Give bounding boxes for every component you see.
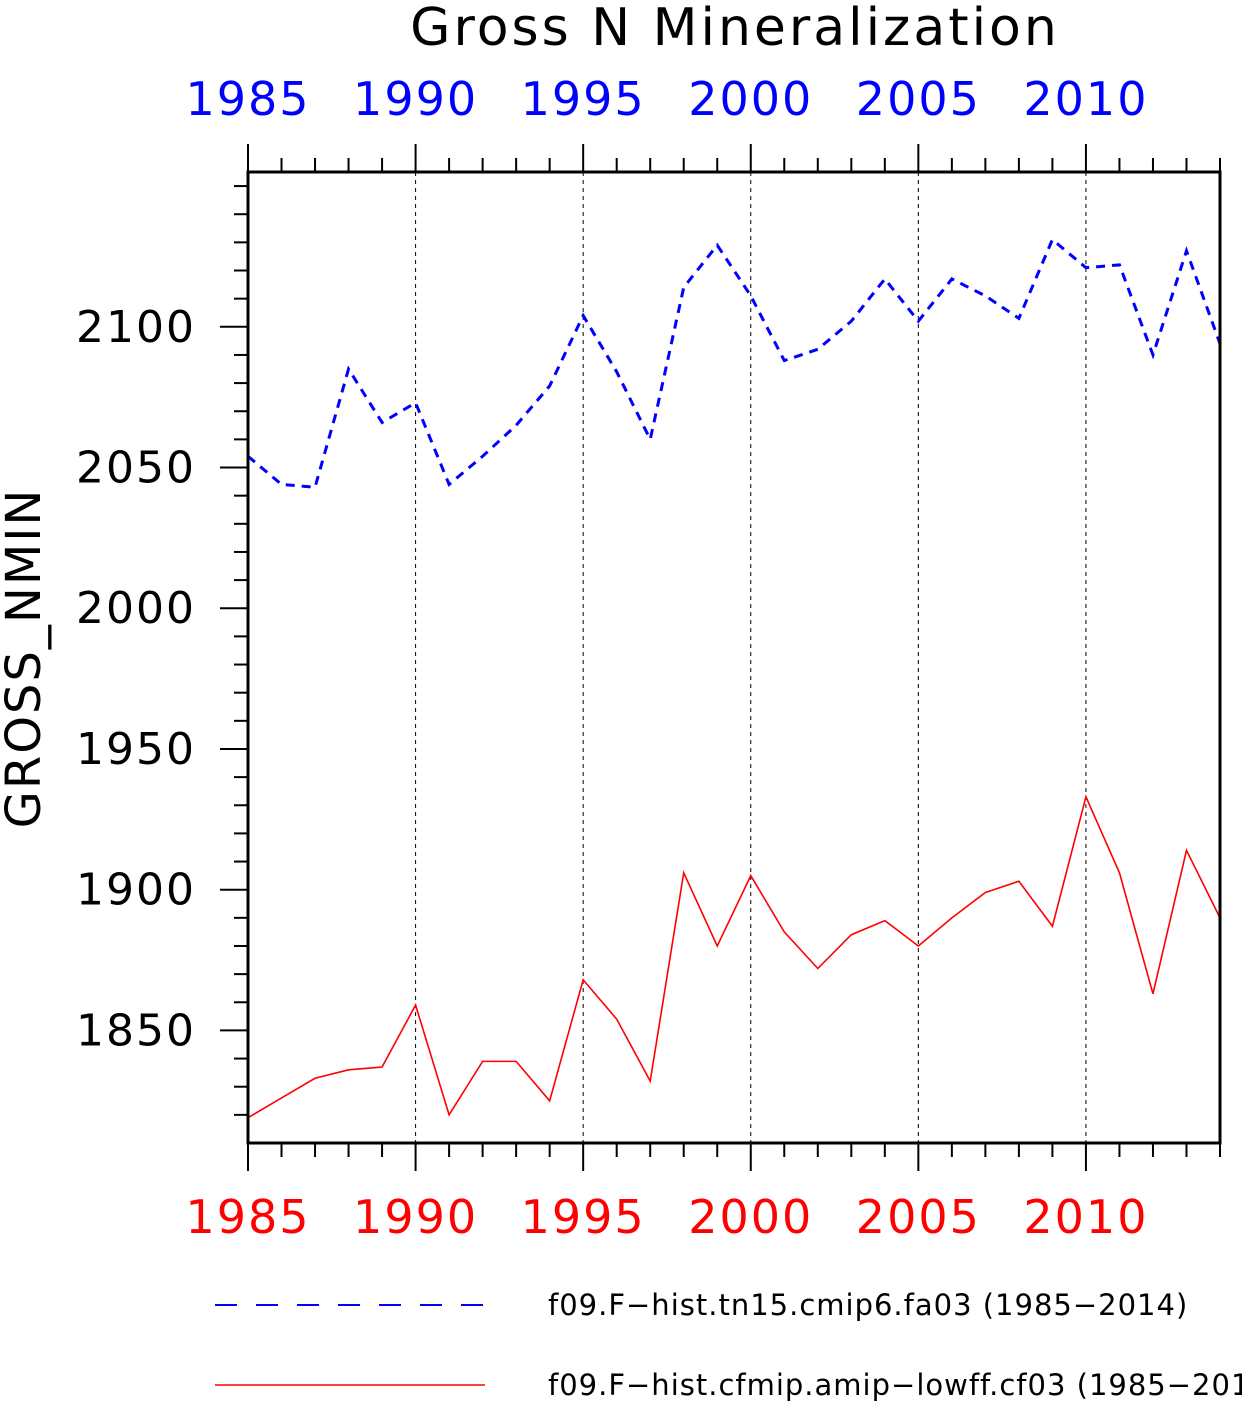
- bottom-x-tick-label: 1985: [185, 1190, 310, 1244]
- y-tick-label: 2000: [76, 583, 196, 634]
- series-0-point: [549, 385, 551, 387]
- y-tick-label: 1900: [76, 865, 196, 916]
- top-x-tick-label: 2000: [688, 72, 813, 126]
- series-1-point: [817, 968, 819, 970]
- series-1-point: [415, 1004, 417, 1006]
- series-1-point: [549, 1100, 551, 1102]
- top-x-tick-label: 1985: [185, 72, 310, 126]
- series-0-point: [716, 244, 718, 246]
- series-line-0: [247, 237, 1222, 489]
- series-0-point: [616, 371, 618, 373]
- series-1-point: [918, 945, 920, 947]
- y-tick-label: 2050: [76, 443, 196, 494]
- legend-label-1: f09.F−hist.cfmip.amip−lowff.cf03 (1985−2…: [548, 1368, 1242, 1402]
- series-1-point: [1152, 993, 1154, 995]
- series-0-point: [482, 455, 484, 457]
- series-0-point: [582, 315, 584, 317]
- top-x-tick-label: 1995: [521, 72, 646, 126]
- y-tick-label: 1950: [76, 724, 196, 775]
- series-0-point: [1085, 267, 1087, 269]
- series-0-point: [851, 320, 853, 322]
- vertical-gridlines: [415, 172, 1087, 1143]
- series-0-point: [951, 278, 953, 280]
- ticks-layer: 1985 1985 1990 1990 1995 1995 2000 2000 2005 2005…: [76, 72, 1221, 1244]
- chart-title: Gross N Mineralization: [410, 0, 1060, 58]
- top-x-tick-label: 1990: [353, 72, 478, 126]
- series-0-point: [884, 278, 886, 280]
- series-1-point: [1018, 880, 1020, 882]
- top-x-tick-label: 2005: [856, 72, 981, 126]
- series-0-point: [683, 287, 685, 289]
- series-1-point: [582, 979, 584, 981]
- series-0-point: [649, 439, 651, 441]
- series-0-point: [750, 295, 752, 297]
- series-0-point: [783, 360, 785, 362]
- series-1-point: [448, 1114, 450, 1116]
- series-1-point: [314, 1077, 316, 1079]
- series-0-point: [1119, 264, 1121, 266]
- series-1-point: [348, 1069, 350, 1071]
- legend-label-0: f09.F−hist.tn15.cmip6.fa03 (1985−2014): [548, 1288, 1188, 1322]
- series-0-point: [381, 422, 383, 424]
- bottom-x-tick-label: 2005: [856, 1190, 981, 1244]
- legend: f09.F−hist.tn15.cmip6.fa03 (1985−2014) f0…: [215, 1288, 1242, 1402]
- series-1-point: [683, 872, 685, 874]
- series-1-point: [985, 892, 987, 894]
- bottom-x-tick-label: 2010: [1023, 1190, 1148, 1244]
- series-1-point: [951, 917, 953, 919]
- top-x-tick-label: 2010: [1023, 72, 1148, 126]
- bottom-x-tick-label: 1995: [521, 1190, 646, 1244]
- series-line-1: [247, 794, 1221, 1119]
- series-1-point: [1085, 796, 1087, 798]
- series-0-point: [817, 349, 819, 351]
- series-1-point: [1119, 872, 1121, 874]
- series-1-point: [616, 1018, 618, 1020]
- series-0-point: [281, 484, 283, 486]
- series-1-point: [1052, 925, 1054, 927]
- series-1-point: [783, 931, 785, 933]
- series-0-point: [1152, 354, 1154, 356]
- series-1-point: [1186, 849, 1188, 851]
- series-1-point: [851, 934, 853, 936]
- y-tick-label: 1850: [76, 1005, 196, 1056]
- y-tick-label: 2100: [76, 302, 196, 353]
- series-1-point: [750, 875, 752, 877]
- series-0-point: [515, 425, 517, 427]
- series-0-point: [415, 402, 417, 404]
- series-0-point: [1018, 318, 1020, 320]
- bottom-x-tick-label: 1990: [353, 1190, 478, 1244]
- series-0-point: [918, 320, 920, 322]
- series-1-point: [381, 1066, 383, 1068]
- series-1-point: [649, 1080, 651, 1082]
- series-0-point: [314, 486, 316, 488]
- y-axis-label: GROSS_NMIN: [0, 488, 52, 829]
- series-layer: [247, 237, 1222, 1119]
- series-0-point: [985, 295, 987, 297]
- plot-frame: [246, 170, 1222, 1145]
- series-0-point: [448, 484, 450, 486]
- series-1-point: [716, 945, 718, 947]
- series-0-point: [1052, 239, 1054, 241]
- series-0-point: [1186, 250, 1188, 252]
- series-1-point: [281, 1097, 283, 1099]
- series-1-point: [515, 1061, 517, 1063]
- series-1-point: [482, 1061, 484, 1063]
- bottom-x-tick-label: 2000: [688, 1190, 813, 1244]
- series-1-point: [884, 920, 886, 922]
- series-0-point: [348, 368, 350, 370]
